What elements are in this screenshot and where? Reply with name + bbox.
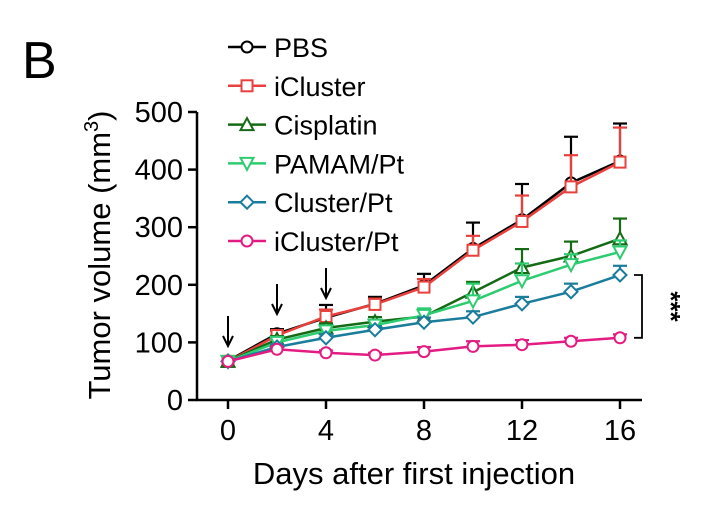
data-point: [465, 309, 481, 325]
y-ticks: 0 100 200 300 400 500: [135, 97, 197, 417]
x-axis-title: Days after first injection: [253, 456, 575, 491]
y-tick-label: 400: [135, 155, 183, 187]
legend-marker: [238, 156, 256, 172]
y-tick-label: 500: [135, 97, 183, 129]
legend-label: PAMAM/Pt: [274, 149, 405, 179]
x-tick-label: 0: [220, 415, 236, 447]
data-point: [221, 354, 235, 368]
series-layer: [219, 122, 629, 371]
data-point: [464, 294, 482, 310]
data-point: [416, 314, 432, 331]
injection-arrow-head: [271, 303, 283, 317]
data-point: [612, 267, 628, 283]
y-axis-title: Tumor volume (mm3): [81, 111, 117, 400]
legend-label: PBS: [274, 33, 328, 63]
data-point: [613, 331, 627, 345]
legend-label: Cisplatin: [274, 111, 378, 141]
data-point: [368, 348, 382, 362]
legend: PBS iCluster Cisplatin PAMAM/Pt Cluster/Pt iC…: [228, 33, 405, 257]
legend-label: Cluster/Pt: [274, 188, 393, 218]
legend-item: PBS: [228, 33, 328, 63]
legend-label: iCluster/Pt: [274, 227, 399, 257]
data-point: [367, 321, 383, 338]
data-point: [515, 214, 529, 228]
data-point: [514, 295, 530, 312]
significance-bracket: ***: [634, 274, 686, 339]
legend-item: PAMAM/Pt: [228, 149, 405, 179]
data-point: [417, 280, 431, 294]
y-tick-label: 300: [135, 212, 183, 244]
data-point: [318, 329, 334, 346]
data-point: [270, 342, 284, 356]
data-point: [611, 245, 629, 261]
data-point: [513, 274, 531, 290]
legend-marker: [240, 40, 254, 54]
data-point: [417, 345, 431, 359]
legend-marker: [240, 234, 254, 248]
injection-arrow-head: [320, 287, 332, 301]
series-icluster-pt: [221, 331, 627, 368]
legend-marker: [238, 116, 256, 132]
y-axis-title-text: Tumor volume (mm: [82, 132, 117, 400]
data-point: [613, 155, 627, 169]
data-point: [466, 339, 480, 353]
x-tick-label: 4: [318, 415, 334, 447]
data-point: [319, 346, 333, 360]
data-point: [563, 283, 579, 300]
legend-item: iCluster/Pt: [228, 227, 399, 257]
data-point: [515, 338, 529, 352]
data-point: [466, 243, 480, 257]
y-axis-title-close: ): [82, 111, 117, 121]
x-tick-label: 12: [506, 415, 538, 447]
y-tick-label: 200: [135, 270, 183, 302]
data-point: [368, 297, 382, 311]
y-axis-title-superscript: 3: [81, 121, 103, 132]
legend-marker: [239, 194, 255, 211]
y-tick-label: 100: [135, 327, 183, 359]
legend-item: Cisplatin: [228, 111, 378, 141]
panel-label: B: [22, 32, 57, 90]
x-tick-label: 8: [416, 415, 432, 447]
x-ticks: 0 4 8 12 16: [220, 400, 636, 447]
significance-bracket-line: [634, 274, 643, 339]
injection-arrow-head: [222, 335, 234, 349]
significance-label: ***: [656, 291, 686, 322]
legend-item: Cluster/Pt: [228, 188, 393, 218]
legend-marker: [240, 79, 254, 93]
injection-arrows: [222, 268, 332, 349]
y-tick-label: 0: [167, 385, 183, 417]
legend-item: iCluster: [228, 72, 366, 102]
data-point: [562, 258, 580, 274]
data-point: [564, 180, 578, 194]
data-point: [564, 334, 578, 348]
x-tick-label: 16: [604, 415, 636, 447]
legend-label: iCluster: [274, 72, 366, 102]
